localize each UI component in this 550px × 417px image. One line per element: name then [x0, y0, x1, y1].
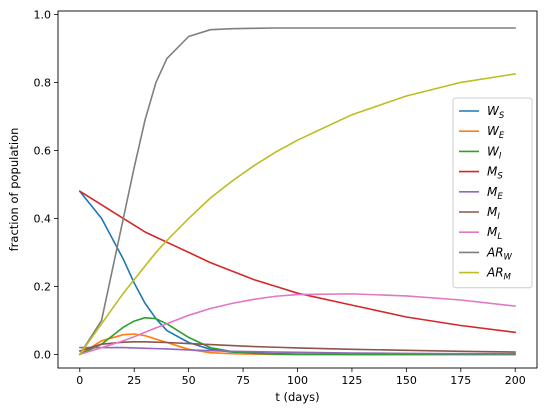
x-tick-label: 50	[182, 374, 196, 387]
legend-label-name: M	[487, 205, 498, 219]
y-tick-label: 0.4	[34, 212, 52, 225]
legend-label-sub: S	[497, 172, 503, 182]
legend-label-sub: E	[499, 131, 505, 141]
y-axis: 0.0 0.2 0.4 0.6 0.8 1.0	[34, 8, 58, 361]
legend-label-name: M	[487, 165, 498, 179]
series-line-w-s	[78, 190, 517, 356]
legend-label-sub: I	[497, 212, 500, 222]
series-line-m-l	[78, 293, 517, 356]
legend-label-sub: M	[504, 273, 512, 283]
y-tick-label: 0.6	[34, 144, 52, 157]
legend-label: WS	[487, 104, 505, 121]
legend-label: ME	[487, 185, 503, 202]
series-line-m-e	[78, 346, 517, 355]
legend-label: MI	[487, 205, 500, 222]
legend-label-name: W	[487, 104, 500, 118]
series-layer	[78, 27, 517, 356]
series-line-m-s	[78, 190, 517, 334]
legend-label: MS	[487, 165, 503, 182]
legend-label: WE	[487, 124, 505, 141]
y-tick-label: 0.8	[34, 76, 52, 89]
y-axis-title: fraction of population	[7, 128, 21, 252]
x-axis-title: t (days)	[275, 390, 319, 404]
legend-label-name: M	[487, 185, 498, 199]
series-line-w-i	[78, 316, 517, 356]
legend-label-name: M	[487, 225, 498, 239]
x-tick-label: 75	[236, 374, 250, 387]
legend-label-sub: W	[504, 252, 513, 262]
legend-label-name: W	[487, 124, 500, 138]
legend-label: ARW	[486, 245, 513, 262]
x-tick-label: 100	[287, 374, 308, 387]
legend-label-sub: I	[499, 151, 502, 161]
legend-label-sub: E	[497, 192, 503, 202]
y-tick-label: 0.0	[34, 348, 52, 361]
x-tick-label: 175	[450, 374, 471, 387]
legend-label-name: AR	[486, 266, 504, 280]
y-tick-label: 0.2	[34, 280, 52, 293]
legend-label-name: W	[487, 144, 500, 158]
x-tick-label: 25	[127, 374, 141, 387]
legend-label: ML	[487, 225, 502, 242]
x-tick-label: 150	[396, 374, 417, 387]
series-line-m-i	[78, 341, 517, 353]
legend-label: ARM	[486, 266, 512, 283]
x-axis: 0 25 50 75 100 125 150 175 200	[76, 368, 526, 387]
y-tick-label: 1.0	[34, 8, 52, 21]
x-tick-label: 125	[341, 374, 362, 387]
legend-label: WI	[487, 144, 502, 161]
series-line-ar-m	[78, 73, 517, 356]
series-line-ar-w	[78, 27, 517, 356]
legend-label-name: AR	[486, 245, 504, 259]
legend-label-sub: S	[499, 111, 505, 121]
x-tick-label: 200	[505, 374, 526, 387]
legend-box	[452, 97, 533, 289]
x-tick-label: 0	[76, 374, 83, 387]
legend-label-sub: L	[497, 232, 502, 242]
